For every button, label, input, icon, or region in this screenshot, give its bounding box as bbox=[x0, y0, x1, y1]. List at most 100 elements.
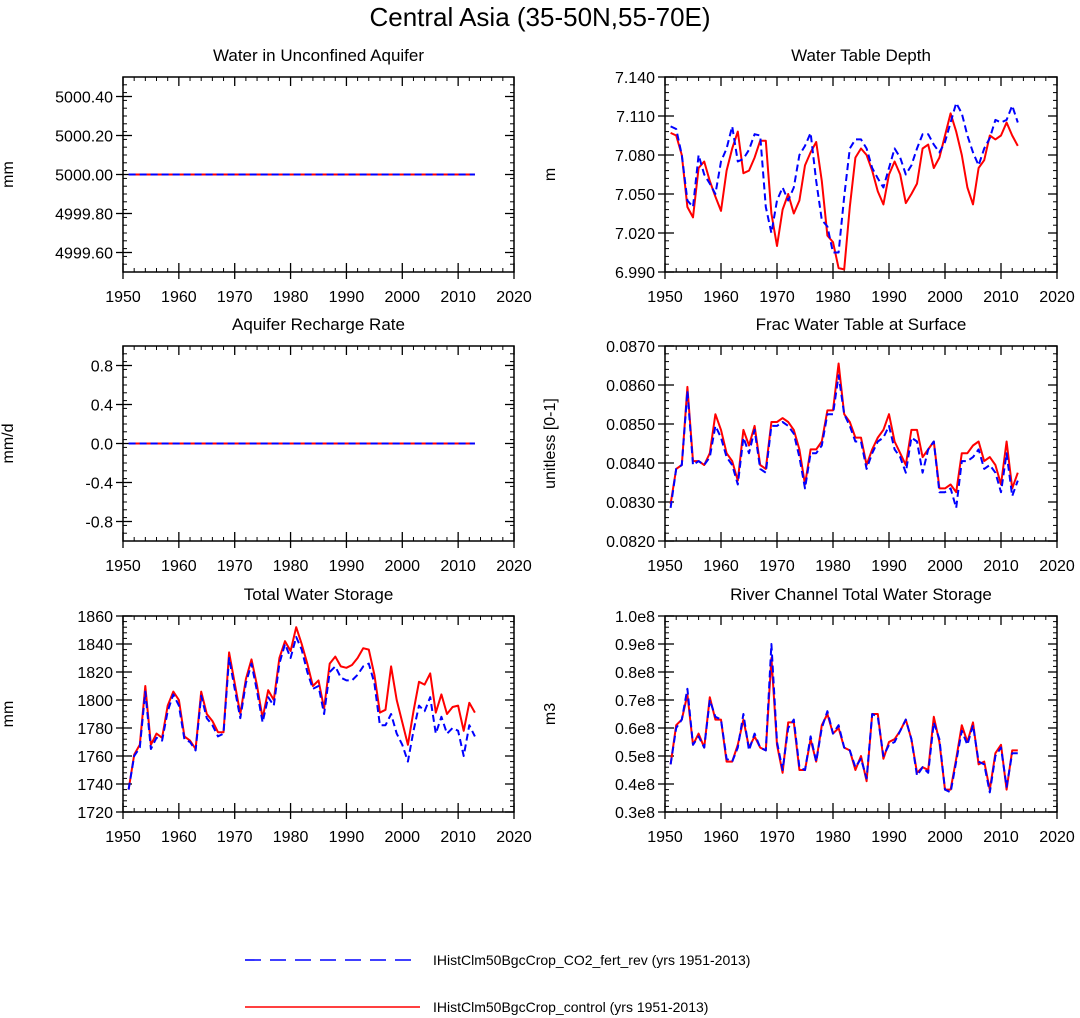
x-tick-label: 2010 bbox=[440, 829, 476, 846]
x-tick-label: 1980 bbox=[815, 289, 851, 306]
y-tick-label: 0.0820 bbox=[606, 534, 655, 551]
x-tick-label: 1980 bbox=[815, 829, 851, 846]
series-line-ihistclm50bgccrop-co2-fert-rev bbox=[127, 636, 476, 790]
y-tick-label: 1820 bbox=[77, 665, 113, 682]
y-tick-label: 1740 bbox=[77, 777, 113, 794]
x-tick-label: 1960 bbox=[703, 558, 739, 575]
series-line-ihistclm50bgccrop-control bbox=[127, 626, 476, 790]
x-tick-label: 1970 bbox=[217, 558, 253, 575]
panel-water-table-depth: Water Table Depth m 1950 1960 1970 1980 1990 20… bbox=[542, 46, 1075, 306]
y-tick-label: 1800 bbox=[77, 693, 113, 710]
x-tick-label: 2010 bbox=[983, 829, 1019, 846]
series-line-ihistclm50bgccrop-co2-fert-rev bbox=[669, 643, 1018, 794]
y-axis-label: mm bbox=[0, 701, 17, 728]
x-tick-label: 2010 bbox=[440, 558, 476, 575]
x-tick-label: 1950 bbox=[647, 558, 683, 575]
x-tick-label: 1970 bbox=[759, 289, 795, 306]
x-tick-label: 1950 bbox=[105, 289, 141, 306]
x-tick-label: 1990 bbox=[871, 829, 907, 846]
series-line-ihistclm50bgccrop-co2-fert-rev bbox=[669, 374, 1019, 509]
x-tick-label: 1990 bbox=[871, 558, 907, 575]
series-line-ihistclm50bgccrop-control bbox=[669, 657, 1018, 791]
x-tick-label: 2000 bbox=[384, 829, 420, 846]
y-axis-label: m bbox=[542, 168, 559, 181]
x-tick-label: 1950 bbox=[105, 829, 141, 846]
x-tick-label: 1960 bbox=[161, 558, 197, 575]
x-tick-label: 1980 bbox=[273, 558, 309, 575]
panel-river-channel-total-water-storage: River Channel Total Water Storage m3 1950 1… bbox=[542, 585, 1075, 846]
panel-title: River Channel Total Water Storage bbox=[730, 585, 992, 604]
x-tick-label: 1950 bbox=[647, 829, 683, 846]
x-tick-label: 2010 bbox=[440, 289, 476, 306]
x-tick-label: 2020 bbox=[496, 558, 532, 575]
x-tick-label: 1980 bbox=[273, 829, 309, 846]
x-tick-label: 2000 bbox=[384, 289, 420, 306]
y-tick-label: 0.7e8 bbox=[615, 693, 655, 710]
panel-title: Aquifer Recharge Rate bbox=[232, 315, 405, 334]
y-tick-label: 0.0830 bbox=[606, 495, 655, 512]
x-tick-label: 1990 bbox=[871, 289, 907, 306]
panel-title: Frac Water Table at Surface bbox=[756, 315, 967, 334]
legend-label-co2-fert-rev: IHistClm50BgcCrop_CO2_fert_rev (yrs 1951… bbox=[433, 952, 750, 968]
plot-frame bbox=[664, 76, 1058, 273]
y-tick-label: 0.4 bbox=[91, 398, 113, 415]
x-tick-label: 2000 bbox=[927, 558, 963, 575]
y-tick-label: 1.0e8 bbox=[615, 609, 655, 626]
y-tick-label: -0.4 bbox=[85, 476, 113, 493]
y-tick-label: 0.4e8 bbox=[615, 777, 655, 794]
x-tick-label: 1960 bbox=[161, 829, 197, 846]
x-tick-label: 2010 bbox=[983, 289, 1019, 306]
x-tick-label: 1960 bbox=[703, 289, 739, 306]
y-tick-label: 7.080 bbox=[615, 148, 655, 165]
x-tick-label: 2010 bbox=[983, 558, 1019, 575]
y-tick-label: 0.0850 bbox=[606, 417, 655, 434]
x-tick-label: 1950 bbox=[647, 289, 683, 306]
x-tick-label: 1970 bbox=[217, 289, 253, 306]
x-tick-label: 1960 bbox=[161, 289, 197, 306]
y-tick-label: 1760 bbox=[77, 749, 113, 766]
x-tick-label: 1970 bbox=[217, 829, 253, 846]
x-tick-label: 1980 bbox=[815, 558, 851, 575]
y-axis-label: mm bbox=[0, 161, 17, 188]
panel-title: Water in Unconfined Aquifer bbox=[213, 46, 424, 65]
x-tick-label: 2020 bbox=[496, 829, 532, 846]
y-axis-label: mm/d bbox=[0, 424, 17, 464]
y-tick-label: 4999.60 bbox=[55, 246, 113, 263]
x-tick-label: 2000 bbox=[384, 558, 420, 575]
y-tick-label: 4999.80 bbox=[55, 207, 113, 224]
plot-frame bbox=[664, 615, 1058, 813]
y-tick-label: 0.0 bbox=[91, 437, 113, 454]
panel-title: Water Table Depth bbox=[791, 46, 931, 65]
y-tick-label: 7.140 bbox=[615, 70, 655, 87]
y-tick-label: 0.5e8 bbox=[615, 749, 655, 766]
y-tick-label: 7.020 bbox=[615, 226, 655, 243]
y-tick-label: 1720 bbox=[77, 805, 113, 822]
y-tick-label: 0.8 bbox=[91, 359, 113, 376]
x-tick-label: 1950 bbox=[105, 558, 141, 575]
y-tick-label: 7.050 bbox=[615, 187, 655, 204]
y-tick-label: 0.0860 bbox=[606, 378, 655, 395]
plot-frame bbox=[122, 615, 515, 813]
y-tick-label: 0.0840 bbox=[606, 456, 655, 473]
y-axis-label: m3 bbox=[542, 703, 559, 725]
series-line-ihistclm50bgccrop-co2-fert-rev bbox=[670, 102, 1019, 254]
y-tick-label: 1840 bbox=[77, 637, 113, 654]
x-tick-label: 2020 bbox=[1039, 289, 1075, 306]
y-tick-label: -0.8 bbox=[85, 515, 113, 532]
x-tick-label: 1970 bbox=[759, 829, 795, 846]
x-tick-label: 2000 bbox=[927, 829, 963, 846]
y-tick-label: 0.8e8 bbox=[615, 665, 655, 682]
x-tick-label: 2020 bbox=[496, 289, 532, 306]
x-tick-label: 2020 bbox=[1039, 829, 1075, 846]
y-tick-label: 1860 bbox=[77, 609, 113, 626]
legend-label-control: IHistClm50BgcCrop_control (yrs 1951-2013… bbox=[433, 999, 708, 1015]
panel-total-water-storage: Total Water Storage mm 1950 1960 1970 1980 199… bbox=[0, 585, 532, 846]
y-tick-label: 0.3e8 bbox=[615, 805, 655, 822]
y-tick-label: 5000.40 bbox=[55, 90, 113, 107]
y-tick-label: 1780 bbox=[77, 721, 113, 738]
y-tick-label: 5000.20 bbox=[55, 129, 113, 146]
y-tick-label: 0.0870 bbox=[606, 339, 655, 356]
y-tick-label: 7.110 bbox=[616, 109, 655, 126]
x-tick-label: 2020 bbox=[1039, 558, 1075, 575]
